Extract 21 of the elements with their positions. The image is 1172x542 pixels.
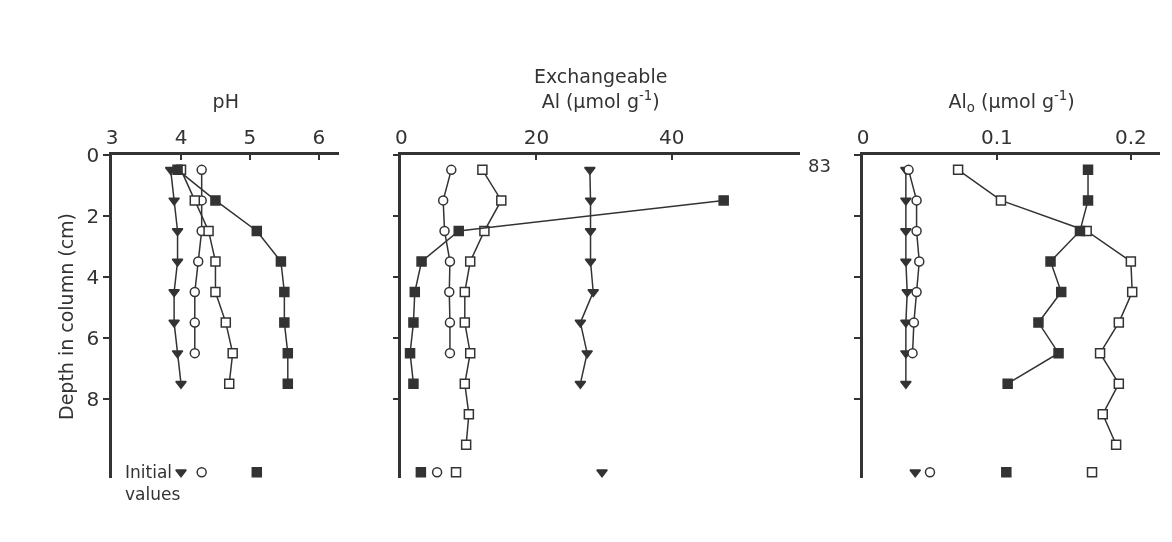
x-tick-label: 5 — [243, 124, 257, 149]
y-tick-label: 0 — [86, 142, 100, 167]
text: 83 — [808, 155, 831, 176]
x-tick-label: 0.1 — [981, 124, 1013, 149]
x-axis-title: pH — [212, 89, 239, 112]
y-axis-title: Depth in column (cm) — [55, 212, 78, 421]
x-tick-label: 3 — [105, 124, 119, 149]
x-tick-label: 40 — [658, 124, 685, 149]
x-tick-label: 6 — [312, 124, 326, 149]
x-axis-title: Exchangeable Al (μmol g$^{-1}$) — [533, 64, 668, 112]
x-tick-label: 20 — [523, 124, 550, 149]
x-tick-label: 0.2 — [1114, 124, 1147, 149]
y-tick-label: 6 — [86, 325, 100, 350]
x-tick-label: 0 — [856, 124, 870, 149]
y-tick-label: 4 — [86, 264, 100, 289]
y-tick-label: 2 — [86, 203, 100, 228]
x-tick-label: 0 — [394, 124, 408, 149]
annotation: Initial values — [125, 462, 181, 505]
y-tick-label: 8 — [86, 386, 100, 411]
x-tick-label: 4 — [174, 124, 188, 149]
x-axis-title: Al$_{o}$ (μmol g$^{-1}$) — [948, 87, 1075, 115]
